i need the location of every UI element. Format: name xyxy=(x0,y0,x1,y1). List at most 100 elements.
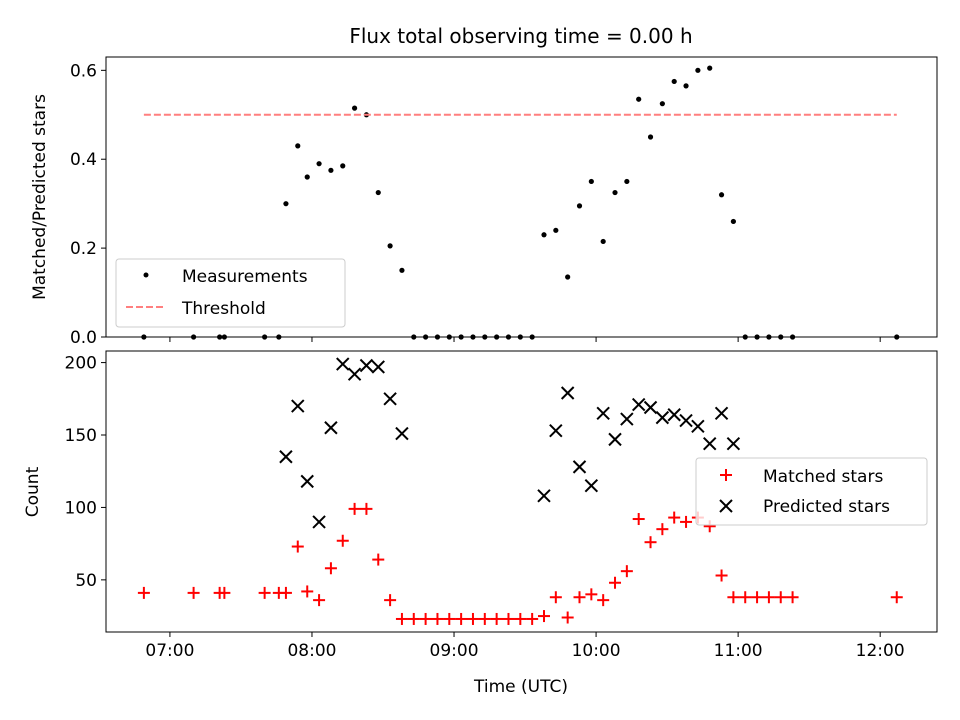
matched-star-point xyxy=(502,612,515,625)
ratio-axes-frame xyxy=(105,56,938,338)
measurement-point xyxy=(340,163,346,169)
measurement-point xyxy=(671,78,677,85)
matched-star-point xyxy=(291,540,304,553)
matched-star-point xyxy=(324,562,337,575)
count-x-tick-label: 08:00 xyxy=(287,641,336,661)
measurement-point xyxy=(565,274,571,280)
predicted-star-point xyxy=(608,432,622,447)
count-y-tick-label: 200 xyxy=(65,354,97,374)
matched-star-point xyxy=(372,553,385,566)
predicted-star-point xyxy=(703,436,717,451)
matched-star-point xyxy=(443,612,456,625)
predicted-star-point xyxy=(726,436,741,451)
predicted-star-point xyxy=(395,426,409,441)
predicted-star-point xyxy=(631,397,646,412)
predicted-star-point xyxy=(679,413,693,428)
predicted-star-point xyxy=(560,386,575,400)
count-y-tick-label: 150 xyxy=(65,426,97,446)
predicted-star-point xyxy=(584,478,599,493)
predicted-star-point xyxy=(714,406,729,420)
predicted-star-point xyxy=(371,360,385,374)
matched-star-point xyxy=(526,612,539,625)
measurement-point xyxy=(283,201,289,207)
legend-measurements-label: Measurements xyxy=(182,267,308,287)
measurement-point xyxy=(375,189,381,196)
matched-star-point xyxy=(549,591,562,604)
legend-matched-label: Matched stars xyxy=(763,467,883,487)
count-x-tick-label: 09:00 xyxy=(430,641,479,661)
count-x-axis: 07:00 08:00 09:00 10:00 11:00 12:00 xyxy=(145,632,905,661)
count-x-tick-label: 07:00 xyxy=(145,641,194,661)
measurement-point xyxy=(659,101,665,107)
count-plot-area xyxy=(137,357,903,625)
predicted-star-point xyxy=(620,412,634,426)
legend-matched-marker xyxy=(720,469,732,481)
matched-star-point xyxy=(632,513,645,526)
matched-star-point xyxy=(514,612,527,625)
matched-star-point xyxy=(739,591,752,604)
measurement-point xyxy=(624,178,630,185)
matched-star-point xyxy=(561,611,574,624)
measurement-point xyxy=(636,96,642,102)
count-legend: Matched stars Predicted stars xyxy=(695,457,928,526)
matched-star-point xyxy=(727,591,740,604)
measurement-point xyxy=(730,218,736,225)
predicted-star-point xyxy=(667,408,681,422)
matched-star-point xyxy=(585,588,598,601)
count-x-tick-label: 10:00 xyxy=(572,641,621,661)
x-axis-label: Time (UTC) xyxy=(473,677,568,697)
predicted-star-point xyxy=(279,450,293,464)
matched-star-point xyxy=(218,586,231,599)
matched-star-point xyxy=(715,569,728,582)
measurement-point xyxy=(316,161,322,167)
matched-star-point xyxy=(384,594,397,607)
matched-star-point xyxy=(751,591,764,604)
predicted-star-point xyxy=(359,358,374,373)
ratio-y-tick-label: 0.2 xyxy=(70,239,97,259)
matched-star-point xyxy=(774,591,787,604)
matched-star-point xyxy=(407,612,420,625)
matched-star-point xyxy=(609,576,622,589)
predicted-star-point xyxy=(291,399,305,413)
measurement-point xyxy=(695,67,701,73)
count-axes-frame xyxy=(105,350,938,633)
measurement-point xyxy=(576,203,583,209)
predicted-star-point xyxy=(596,406,610,420)
matched-star-point xyxy=(360,502,373,515)
predicted-star-point xyxy=(643,400,658,415)
measurement-point xyxy=(707,65,713,71)
matched-star-point xyxy=(597,594,610,607)
ratio-panel: 0.0 0.2 0.4 0.6 Matched/Predicted stars Mea… xyxy=(30,56,938,348)
matched-star-point xyxy=(656,523,669,536)
count-y-tick-label: 50 xyxy=(75,571,97,591)
matched-star-point xyxy=(431,612,444,625)
measurement-point xyxy=(553,227,559,233)
count-x-tick-label: 12:00 xyxy=(856,641,905,661)
measurement-point xyxy=(588,178,594,185)
ratio-y-axis-label: Matched/Predicted stars xyxy=(30,94,50,300)
matched-star-point xyxy=(890,591,903,604)
matched-star-point xyxy=(187,586,200,599)
matched-star-point xyxy=(301,585,314,598)
matched-star-point xyxy=(762,591,775,604)
matched-star-point xyxy=(620,565,633,578)
matched-star-point xyxy=(680,515,693,528)
predicted-star-point xyxy=(549,423,563,438)
measurement-point xyxy=(541,232,547,238)
predicted-star-point xyxy=(383,392,397,406)
count-y-tick-label: 100 xyxy=(65,498,97,518)
predicted-star-point xyxy=(691,419,705,434)
measurement-point xyxy=(612,189,618,196)
matched-star-point xyxy=(419,612,432,625)
matched-star-point xyxy=(478,612,491,625)
predicted-star-point xyxy=(324,421,338,435)
matched-star-point xyxy=(466,612,479,625)
measurement-point xyxy=(647,134,654,140)
ratio-x-axis xyxy=(169,337,881,342)
ratio-y-tick-label: 0.6 xyxy=(70,61,97,81)
count-x-tick-label: 11:00 xyxy=(714,641,763,661)
count-legend-box xyxy=(695,457,928,526)
count-y-axis-label: Count xyxy=(23,466,43,517)
matched-star-point xyxy=(395,612,408,625)
